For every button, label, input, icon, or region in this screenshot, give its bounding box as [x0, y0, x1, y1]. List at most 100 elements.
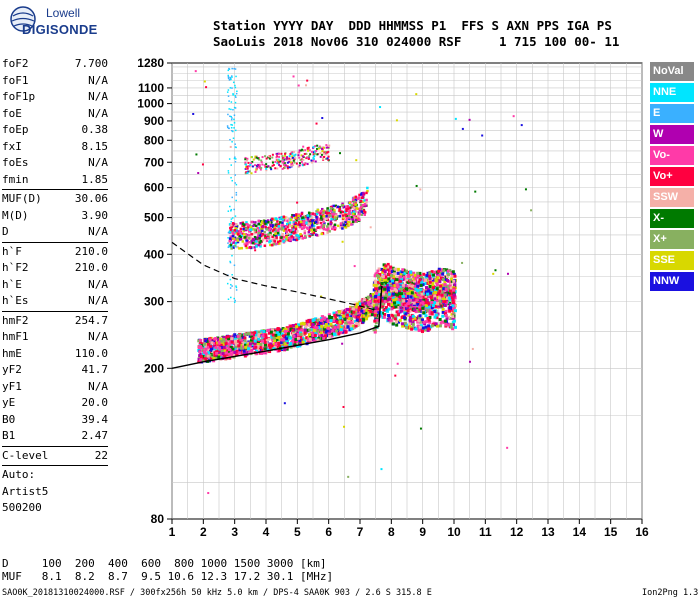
echo-pixel — [229, 287, 232, 289]
echo-pixel — [420, 329, 424, 333]
echo-pixel — [255, 155, 258, 158]
echo-pixel — [433, 286, 437, 290]
echo-pixel — [259, 245, 262, 248]
echo-pixel — [291, 338, 295, 342]
echo-pixel — [275, 236, 278, 239]
echo-pixel — [428, 315, 432, 319]
echo-pixel — [316, 208, 320, 212]
echo-pixel — [256, 344, 260, 348]
echo-pixel — [262, 330, 266, 334]
echo-pixel — [338, 214, 342, 218]
param-row: B0 39.4 — [2, 412, 108, 429]
echo-pixel — [361, 203, 365, 207]
echo-pixel — [317, 147, 320, 150]
echo-pixel — [298, 149, 301, 152]
echo-pixel — [386, 281, 390, 285]
echo-pixel — [356, 197, 360, 201]
echo-pixel — [334, 315, 338, 319]
echo-pixel — [231, 234, 235, 238]
echo-pixel — [420, 318, 424, 322]
echo-pixel — [364, 311, 368, 315]
echo-pixel — [347, 214, 351, 217]
echo-pixel — [412, 279, 416, 283]
echo-pixel — [275, 155, 278, 158]
echo-pixel — [299, 158, 302, 161]
echo-pixel — [376, 313, 380, 317]
param-name: hmF1 — [2, 330, 29, 343]
echo-pixel — [281, 218, 285, 221]
echo-pixel — [417, 291, 421, 295]
echo-pixel — [387, 295, 391, 299]
echo-pixel — [286, 157, 289, 160]
echo-pixel — [233, 333, 237, 337]
echo-pixel — [373, 290, 377, 294]
echo-pixel — [218, 348, 222, 352]
echo-pixel — [422, 320, 426, 324]
echo-pixel — [352, 310, 356, 314]
echo-pixel — [444, 287, 448, 291]
echo-pixel — [451, 327, 455, 331]
echo-pixel — [229, 260, 231, 263]
echo-pixel — [286, 161, 289, 164]
echo-pixel — [378, 290, 382, 294]
echo-pixel — [212, 345, 216, 349]
echo-pixel — [296, 336, 300, 340]
echo-pixel — [338, 310, 342, 314]
echo-pixel — [428, 305, 432, 309]
echo-pixel — [274, 333, 278, 337]
echo-pixel — [305, 221, 308, 224]
echo-pixel — [220, 347, 224, 351]
echo-pixel — [408, 321, 412, 325]
echo-pixel — [234, 241, 238, 245]
echo-pixel — [358, 193, 361, 197]
echo-pixel — [453, 296, 457, 300]
echo-pixel — [345, 313, 349, 317]
x-tick-label: 13 — [541, 525, 555, 539]
echo-pixel — [303, 225, 306, 229]
echo-pixel — [335, 329, 339, 333]
echo-pixel — [248, 342, 252, 346]
echo-pixel — [235, 158, 237, 160]
echo-pixel — [388, 271, 392, 275]
echo-pixel — [273, 237, 276, 240]
echo-pixel — [326, 326, 330, 330]
echo-pixel — [418, 314, 422, 318]
echo-pixel — [254, 221, 257, 224]
echo-pixel — [461, 261, 464, 264]
echo-pixel — [340, 204, 344, 207]
echo-pixel — [320, 232, 324, 236]
echo-pixel — [302, 226, 305, 230]
echo-pixel — [406, 309, 410, 313]
echo-pixel — [364, 301, 368, 305]
echo-pixel — [407, 291, 411, 295]
echo-pixel — [286, 219, 289, 222]
echo-pixel — [312, 222, 315, 225]
echo-pixel — [392, 275, 396, 279]
echo-pixel — [394, 305, 398, 309]
echo-pixel — [405, 294, 409, 298]
echo-pixel — [273, 225, 276, 229]
echo-pixel — [347, 308, 351, 312]
echo-pixel — [241, 222, 245, 226]
echo-pixel — [448, 268, 452, 272]
echo-pixel — [328, 214, 331, 217]
echo-pixel — [391, 322, 395, 326]
echo-pixel — [407, 270, 411, 274]
echo-pixel — [267, 233, 270, 236]
echo-pixel — [230, 340, 234, 344]
echo-pixel — [394, 314, 398, 318]
echo-pixel — [520, 124, 523, 127]
echo-pixel — [298, 156, 301, 159]
echo-pixel — [441, 314, 445, 318]
echo-pixel — [362, 314, 366, 318]
echo-pixel — [229, 226, 232, 230]
echo-pixel — [248, 165, 251, 168]
echo-pixel — [449, 296, 453, 300]
echo-pixel — [399, 306, 403, 310]
echo-pixel — [341, 214, 345, 217]
echo-pixel — [317, 211, 320, 215]
param-value: 254.7 — [74, 313, 108, 327]
echo-pixel — [426, 294, 430, 298]
echo-pixel — [454, 117, 457, 120]
echo-pixel — [326, 218, 330, 222]
